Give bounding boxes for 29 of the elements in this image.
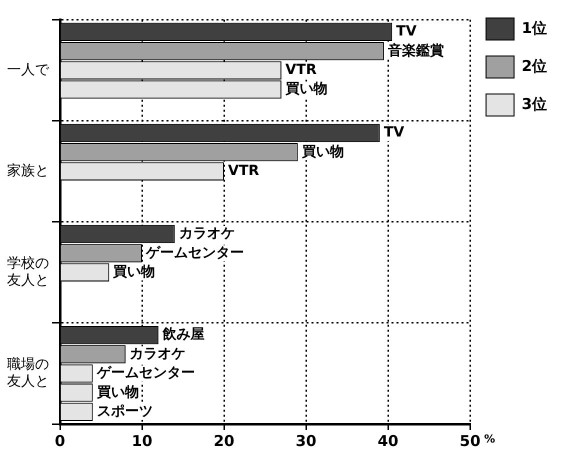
data-label: 買い物	[284, 81, 328, 98]
data-label: ゲームセンター	[145, 244, 244, 261]
data-label: TV	[384, 124, 404, 141]
y-tick-label: 一人で	[7, 62, 50, 78]
data-label: カラオケ	[130, 346, 186, 362]
data-label: 飲み屋	[161, 326, 204, 343]
data-label: VTR	[285, 62, 317, 78]
data-label: 買い物	[112, 264, 156, 280]
x-axis-title: %	[484, 432, 496, 446]
data-label: 買い物	[96, 384, 139, 400]
y-tick-label: 家族と	[7, 163, 49, 180]
data-label: TV	[396, 24, 417, 40]
x-tick-label: 20	[214, 432, 234, 450]
y-tick-label: 職場の友人と	[7, 356, 49, 390]
x-tick-label: 40	[378, 432, 398, 450]
data-label: VTR	[228, 163, 260, 180]
data-label: カラオケ	[178, 226, 235, 242]
x-tick-label: 50	[460, 432, 480, 450]
data-label: 音楽鑑賞	[386, 42, 444, 59]
x-tick-label: 0	[54, 432, 66, 450]
legend-label: 3位	[522, 94, 547, 113]
y-tick-label: 学校の友人と	[7, 256, 49, 288]
legend-label: 2位	[522, 56, 547, 75]
data-label: 買い物	[300, 144, 344, 160]
data-label: ゲームセンター	[96, 365, 195, 382]
x-tick-label: 30	[296, 432, 316, 450]
x-tick-label: 10	[132, 432, 152, 450]
data-label: スポーツ	[96, 404, 153, 420]
legend-label: 1位	[522, 18, 547, 37]
